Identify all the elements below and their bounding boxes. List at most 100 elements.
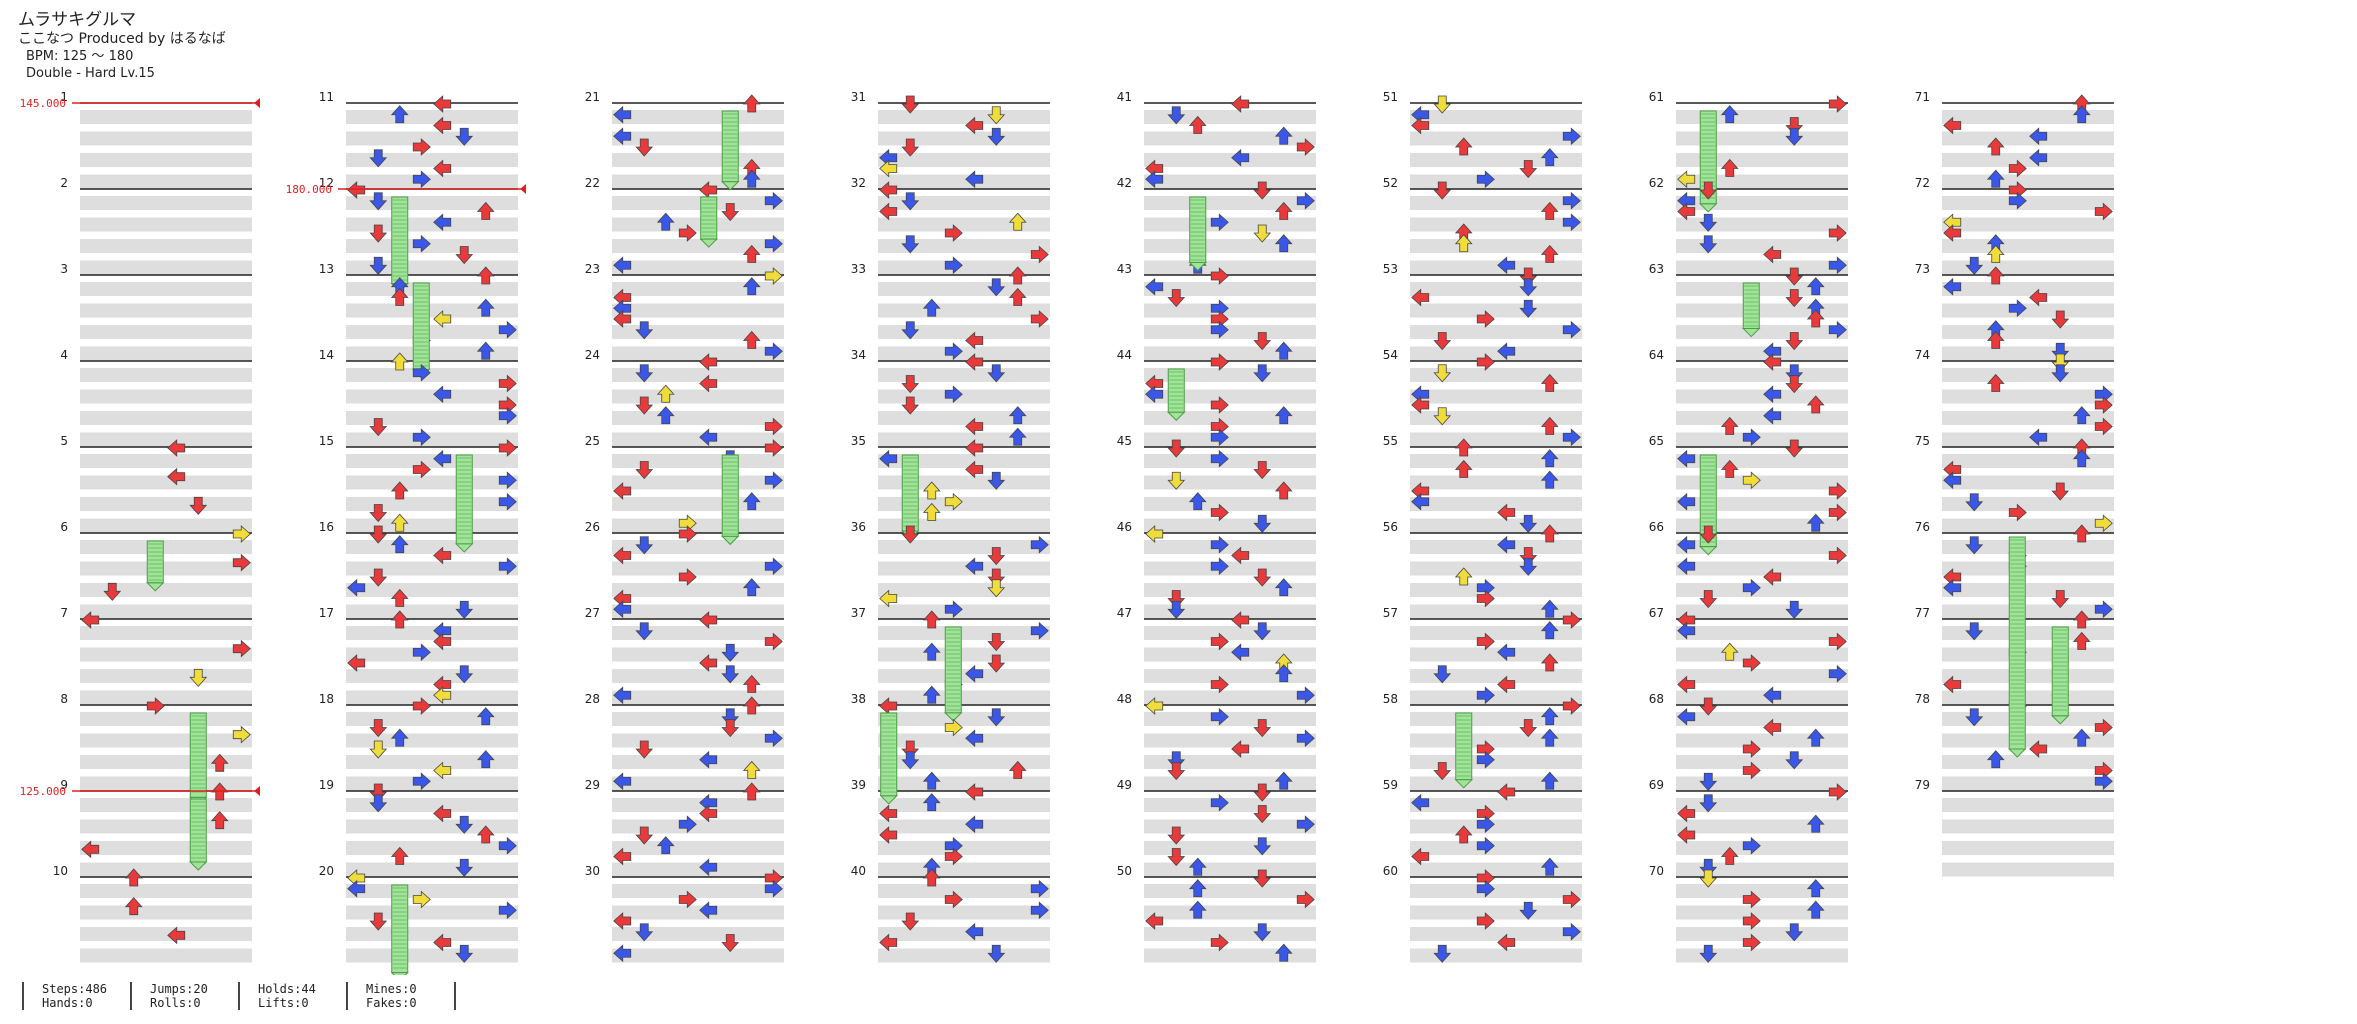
arrow-left-icon <box>1231 148 1250 167</box>
chart-header: ムラサキグルマ ここなつ Produced by はるなば BPM: 125 ～… <box>18 10 226 82</box>
arrow-down-icon <box>1785 600 1804 619</box>
arrow-right-icon <box>498 471 517 490</box>
beat-band <box>612 174 784 189</box>
arrow-left-icon <box>613 944 632 963</box>
arrow-right-icon <box>2008 191 2027 210</box>
beat-band <box>878 239 1050 253</box>
beat-band <box>1676 217 1848 232</box>
beat-band <box>1676 368 1848 382</box>
arrow-left-icon <box>1677 535 1696 554</box>
beat-band <box>1410 368 1582 382</box>
arrow-left-icon <box>1763 718 1782 737</box>
beat-band <box>1410 540 1582 554</box>
stat-group: Mines:0 Fakes:0 <box>346 982 417 1010</box>
beat-band <box>1144 303 1316 318</box>
arrow-down-icon <box>369 418 388 437</box>
arrow-down-icon <box>1253 332 1272 351</box>
arrow-up-icon <box>1806 395 1825 414</box>
arrow-right-icon <box>412 138 431 156</box>
beat-band <box>612 733 784 748</box>
beat-band <box>1410 819 1582 834</box>
arrow-up-icon <box>742 330 761 349</box>
beat-band <box>1144 153 1316 167</box>
arrow-up-icon <box>1720 105 1739 124</box>
beat-band <box>1942 776 2114 791</box>
arrow-left-icon <box>613 912 632 930</box>
measure-number: 76 <box>1915 520 1930 534</box>
arrow-left-icon <box>613 847 632 866</box>
beat-band <box>1942 325 2114 339</box>
measure-number: 31 <box>851 90 866 104</box>
arrow-up-icon <box>1274 771 1293 790</box>
beat-band <box>1144 217 1316 232</box>
hold-bar-icon <box>455 454 474 553</box>
arrow-up-icon <box>922 771 941 790</box>
arrow-up-icon <box>476 825 495 844</box>
arrow-up-icon <box>1806 879 1825 898</box>
measure-number: 25 <box>585 434 600 448</box>
arrow-right-icon <box>764 729 783 748</box>
arrow-right-icon <box>1210 396 1229 414</box>
measure-number: 1 <box>60 90 68 104</box>
arrow-right-icon <box>498 439 517 457</box>
measure-number: 15 <box>319 434 334 448</box>
arrow-right-icon <box>1210 503 1229 522</box>
beat-band <box>80 174 252 189</box>
arrow-down-icon <box>1167 590 1186 609</box>
beat-band <box>1942 110 2114 124</box>
stat-value: Lifts:0 <box>258 996 309 1010</box>
arrow-down-icon <box>901 138 920 157</box>
arrow-down-icon <box>901 192 920 211</box>
arrow-left-icon <box>613 546 632 565</box>
arrow-up-icon <box>390 728 409 747</box>
beat-band <box>80 733 252 748</box>
arrow-right-icon <box>1210 449 1229 468</box>
beat-band <box>878 862 1050 877</box>
arrow-down-icon <box>1519 278 1538 297</box>
arrow-right-icon <box>1030 310 1049 328</box>
beat-band <box>1410 196 1582 210</box>
measure-number: 70 <box>1649 864 1664 878</box>
arrow-up-icon <box>1274 201 1293 220</box>
beat-band <box>1942 131 2114 146</box>
arrow-right-icon <box>1210 933 1229 952</box>
measure-number: 38 <box>851 692 866 706</box>
arrow-left-icon <box>433 632 452 651</box>
measure-number: 18 <box>319 692 334 706</box>
beat-band <box>1144 798 1316 812</box>
arrow-right-icon <box>1030 245 1049 264</box>
beat-band <box>346 346 518 361</box>
beat-band <box>346 647 518 662</box>
beat-band <box>80 948 252 963</box>
arrow-left-icon <box>433 95 452 113</box>
arrow-right-icon <box>1030 901 1049 920</box>
beat-band <box>346 110 518 124</box>
beat-band <box>1676 174 1848 189</box>
arrow-left-icon <box>1497 643 1516 662</box>
arrow-down-icon <box>2051 353 2070 372</box>
arrow-right-icon <box>678 815 697 834</box>
arrow-up-icon <box>390 513 409 532</box>
arrow-left-icon <box>1231 546 1250 565</box>
arrow-down-icon <box>987 471 1006 490</box>
beat-band <box>1676 411 1848 425</box>
arrow-down-icon <box>1167 471 1186 490</box>
arrow-up-icon <box>1720 416 1739 435</box>
beat-band <box>1942 798 2114 812</box>
arrow-right-icon <box>412 697 431 715</box>
arrow-left-icon <box>347 654 366 672</box>
beat-band <box>1144 626 1316 640</box>
beat-band <box>346 217 518 232</box>
arrow-up-icon <box>1806 900 1825 919</box>
arrow-down-icon <box>369 568 388 587</box>
arrow-up-icon <box>476 341 495 360</box>
beat-band <box>80 454 252 468</box>
beat-band <box>878 948 1050 963</box>
beat-band <box>1942 282 2114 296</box>
arrow-up-icon <box>476 707 495 726</box>
beat-band <box>1144 927 1316 941</box>
beat-band <box>612 131 784 146</box>
measure-number: 47 <box>1117 606 1132 620</box>
arrow-right-icon <box>1828 503 1847 522</box>
beat-band <box>80 561 252 576</box>
